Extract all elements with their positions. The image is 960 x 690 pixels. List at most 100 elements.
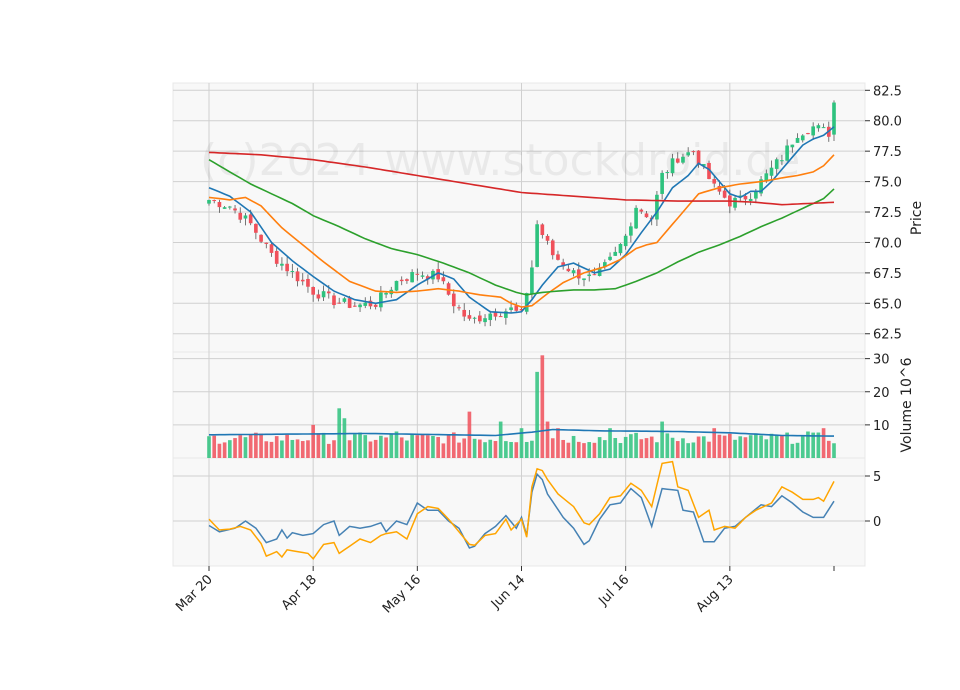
candle-body: [514, 305, 519, 311]
volume-bar: [759, 435, 763, 458]
candle-body: [629, 226, 633, 236]
candle-body: [670, 158, 675, 174]
x-tick-label: Mar 20: [173, 572, 216, 615]
candle: [623, 233, 628, 250]
candle-body: [446, 283, 451, 295]
volume-moving-average: [209, 428, 834, 437]
candle: [712, 175, 717, 188]
volume-bar: [280, 440, 284, 458]
indicator-tick-label: 5: [873, 470, 881, 485]
candle-body: [785, 145, 789, 161]
candle: [295, 267, 300, 287]
volume-bar: [707, 441, 711, 458]
candle: [462, 303, 467, 322]
candle-body: [566, 268, 571, 272]
volume-bar: [389, 434, 394, 458]
candle-body: [665, 171, 670, 174]
volume-bar: [618, 443, 623, 458]
candle: [696, 150, 701, 168]
candle: [207, 199, 211, 206]
volume-bar: [722, 435, 727, 458]
volume-bar: [613, 438, 618, 458]
candle-body: [686, 152, 690, 156]
volume-bar: [728, 433, 732, 458]
candle: [733, 195, 737, 211]
candle-body: [769, 167, 774, 176]
candle-body: [639, 209, 644, 212]
volume-bar: [592, 442, 597, 458]
volume-bar: [311, 424, 315, 458]
volume-bar: [238, 435, 243, 458]
candle: [446, 281, 451, 296]
candle: [493, 308, 498, 321]
candle-body: [280, 263, 284, 266]
volume-bar: [597, 437, 602, 458]
candle-body: [441, 277, 446, 282]
volume-bar: [670, 437, 675, 458]
candle: [821, 123, 826, 129]
candle: [774, 157, 779, 176]
candle-body: [821, 127, 826, 129]
price-tick-label: 80.0: [873, 115, 902, 130]
candle-body: [535, 224, 539, 267]
candle: [285, 257, 289, 277]
candle-body: [269, 244, 274, 253]
volume-bar: [660, 421, 664, 458]
volume-bar: [264, 441, 269, 458]
candle-body: [373, 304, 378, 307]
candle: [337, 297, 342, 304]
candle: [222, 206, 227, 209]
volume-bar: [420, 434, 425, 458]
candle: [665, 170, 670, 179]
x-tick-label: Aug 13: [693, 572, 736, 615]
candle-body: [691, 151, 696, 153]
volume-bar: [415, 435, 420, 458]
candle-body: [681, 156, 685, 163]
candle-body: [274, 250, 279, 264]
candle-body: [405, 279, 409, 281]
candle-body: [608, 256, 612, 260]
price-tick-label: 70.0: [873, 236, 902, 251]
volume-bar: [358, 432, 362, 458]
candle: [457, 304, 461, 311]
candle-body: [238, 212, 243, 220]
volume-bar: [384, 437, 388, 458]
volume-bar: [300, 441, 305, 458]
volume-bar: [764, 439, 769, 458]
candle-body: [451, 293, 456, 307]
candle: [816, 123, 821, 132]
volume-bar: [436, 437, 440, 458]
x-tick-label: Apr 18: [279, 572, 320, 613]
volume-bar: [504, 441, 508, 458]
candle: [254, 223, 258, 240]
candle: [399, 276, 404, 286]
volume-bar: [629, 434, 633, 458]
candle: [259, 234, 263, 244]
candle-body: [582, 278, 586, 281]
candle-body: [509, 307, 513, 311]
candle-body: [300, 279, 305, 282]
candle-body: [587, 274, 592, 277]
volume-bar: [493, 441, 498, 458]
volume-bar: [774, 435, 779, 458]
candle-body: [634, 207, 638, 229]
candle: [608, 252, 612, 261]
candle-body: [816, 125, 821, 129]
candle: [655, 190, 659, 226]
candle: [618, 243, 623, 256]
volume-bar: [446, 434, 451, 458]
volume-bar: [399, 437, 404, 458]
candle-body: [306, 278, 310, 287]
candle: [504, 308, 508, 325]
candle: [634, 205, 638, 229]
volume-bar: [248, 434, 253, 458]
volume-bar: [816, 432, 821, 458]
candle-body: [540, 224, 545, 236]
volume-bar: [832, 443, 836, 458]
volume-bar: [681, 438, 685, 458]
volume-bar: [353, 434, 357, 458]
volume-bar: [295, 439, 300, 458]
volume-bar: [738, 436, 743, 458]
candle: [795, 133, 800, 143]
